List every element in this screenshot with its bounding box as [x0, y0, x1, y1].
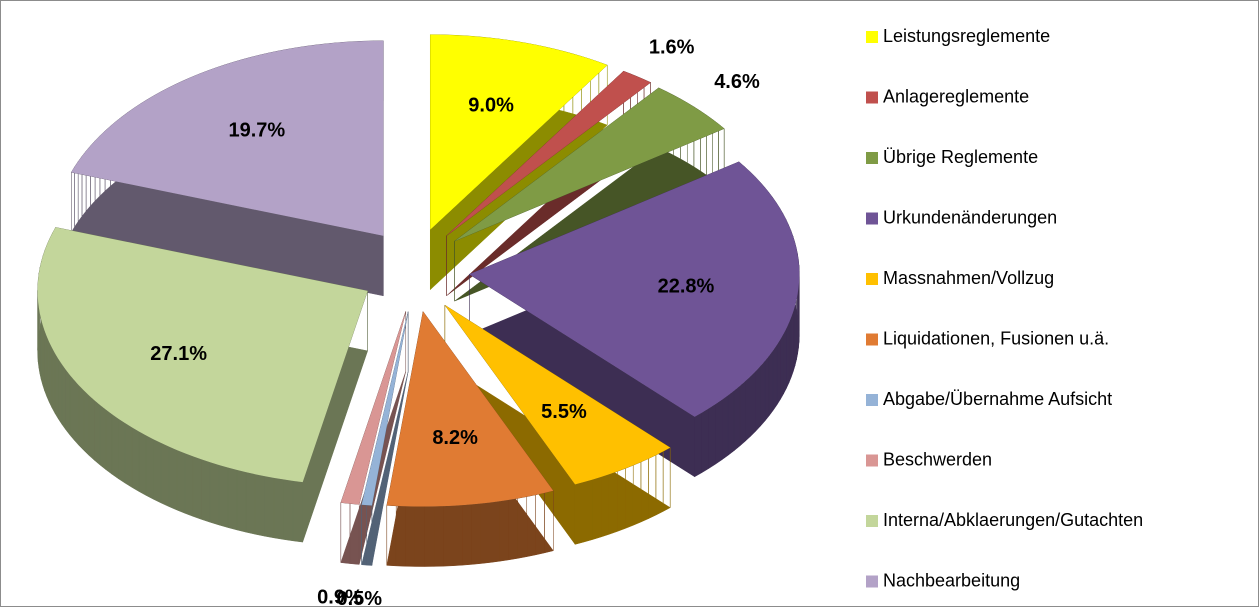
legend-swatch	[866, 575, 878, 588]
legend-swatch	[866, 515, 878, 527]
data-label: 0.5%	[336, 588, 382, 607]
slice	[446, 71, 651, 236]
slice	[386, 311, 554, 507]
legend-label: Leistungsreglemente	[883, 26, 1050, 46]
slice	[454, 87, 725, 242]
slice	[444, 305, 671, 485]
legend-label: Massnahmen/Vollzug	[883, 268, 1054, 288]
data-label: 1.6%	[649, 36, 695, 58]
data-label: 9.0%	[468, 94, 514, 116]
legend-label: Liquidationen, Fusionen u.ä.	[883, 328, 1109, 348]
data-label: 27.1%	[150, 343, 207, 365]
slice	[361, 311, 409, 506]
legend-label: Urkundenänderungen	[883, 207, 1057, 227]
legend-swatch	[866, 333, 878, 346]
legend-swatch	[866, 31, 878, 43]
legend-label: Beschwerden	[883, 449, 992, 469]
legend-swatch	[866, 212, 878, 225]
slice	[430, 34, 608, 230]
slice	[340, 311, 406, 505]
legend-swatch	[866, 91, 878, 104]
legend-label: Abgabe/Übernahme Aufsicht	[883, 389, 1112, 409]
data-label: 22.8%	[658, 276, 715, 298]
legend-label: Übrige Reglemente	[883, 147, 1038, 167]
legend-label: Anlagereglemente	[883, 86, 1029, 106]
legend-label: Nachbearbeitung	[883, 570, 1020, 590]
legend-swatch	[866, 394, 878, 406]
data-label: 5.5%	[541, 401, 587, 423]
legend-label: Interna/Abklaerungen/Gutachten	[883, 510, 1143, 530]
data-label: 19.7%	[228, 119, 285, 141]
data-label: 4.6%	[714, 71, 760, 93]
data-label: 0.9%	[317, 586, 363, 607]
legend-swatch	[866, 152, 878, 164]
slice-side	[361, 311, 409, 566]
slice	[71, 40, 384, 236]
legend-swatch	[866, 454, 878, 467]
legend-swatch	[866, 273, 878, 285]
slice	[37, 227, 368, 483]
slice	[469, 161, 800, 417]
data-label: 8.2%	[432, 427, 478, 449]
